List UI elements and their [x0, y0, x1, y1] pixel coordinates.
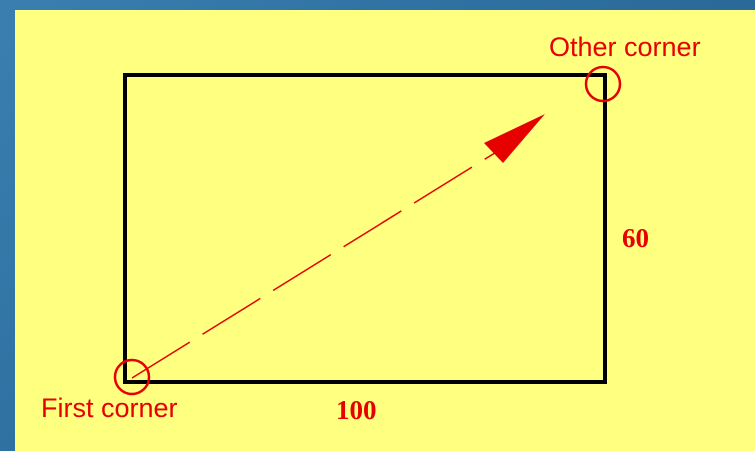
- other-corner-marker-icon: [584, 65, 622, 103]
- width-dimension-label: 100: [336, 395, 377, 425]
- arrow-head-icon: [484, 114, 545, 163]
- rectangle-outline: [123, 73, 607, 384]
- first-corner-marker-icon: [113, 358, 151, 396]
- first-corner-label: First corner: [41, 393, 178, 423]
- height-dimension-label: 60: [622, 223, 649, 253]
- dashed-arrow-line: [131, 150, 499, 379]
- other-corner-label: Other corner: [549, 32, 701, 62]
- diagram-panel: [15, 10, 755, 451]
